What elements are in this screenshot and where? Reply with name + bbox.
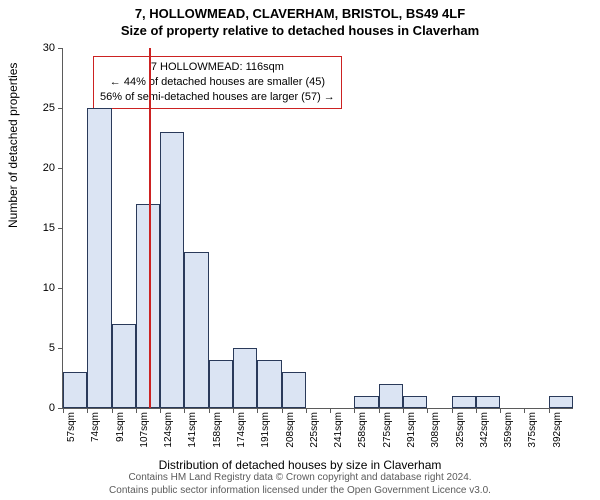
x-tick-label: 191sqm bbox=[260, 412, 271, 448]
y-tick-label: 0 bbox=[49, 402, 55, 414]
x-tick-mark bbox=[257, 408, 258, 413]
histogram-bar bbox=[209, 360, 233, 408]
x-tick-label: 325sqm bbox=[455, 412, 466, 448]
x-tick-mark bbox=[379, 408, 380, 413]
histogram-bar bbox=[63, 372, 87, 408]
plot-area: 7 HOLLOWMEAD: 116sqm ← 44% of detached h… bbox=[62, 48, 573, 409]
y-tick-label: 10 bbox=[43, 282, 55, 294]
y-tick-label: 15 bbox=[43, 222, 55, 234]
x-tick-label: 174sqm bbox=[236, 412, 247, 448]
x-tick-label: 291sqm bbox=[406, 412, 417, 448]
x-tick-mark bbox=[330, 408, 331, 413]
y-tick-mark bbox=[58, 108, 63, 109]
footer-line2: Contains public sector information licen… bbox=[0, 485, 600, 498]
x-tick-label: 375sqm bbox=[527, 412, 538, 448]
histogram-bar bbox=[112, 324, 136, 408]
x-tick-mark bbox=[549, 408, 550, 413]
histogram-bar bbox=[160, 132, 184, 408]
histogram-bar bbox=[87, 108, 111, 408]
x-tick-label: 57sqm bbox=[66, 412, 77, 442]
x-tick-label: 74sqm bbox=[90, 412, 101, 442]
y-tick-label: 20 bbox=[43, 162, 55, 174]
x-tick-label: 392sqm bbox=[552, 412, 563, 448]
x-tick-label: 141sqm bbox=[187, 412, 198, 448]
x-tick-mark bbox=[136, 408, 137, 413]
histogram-bar bbox=[476, 396, 500, 408]
x-tick-mark bbox=[282, 408, 283, 413]
x-tick-mark bbox=[63, 408, 64, 413]
x-tick-mark bbox=[500, 408, 501, 413]
x-tick-mark bbox=[452, 408, 453, 413]
x-tick-label: 342sqm bbox=[479, 412, 490, 448]
chart-title-line1: 7, HOLLOWMEAD, CLAVERHAM, BRISTOL, BS49 … bbox=[0, 0, 600, 21]
callout-line1: 7 HOLLOWMEAD: 116sqm bbox=[100, 60, 335, 75]
footer-text: Contains HM Land Registry data © Crown c… bbox=[0, 472, 600, 497]
x-tick-label: 308sqm bbox=[430, 412, 441, 448]
chart-container: 7, HOLLOWMEAD, CLAVERHAM, BRISTOL, BS49 … bbox=[0, 0, 600, 500]
y-tick-label: 25 bbox=[43, 102, 55, 114]
x-tick-label: 258sqm bbox=[357, 412, 368, 448]
x-tick-label: 241sqm bbox=[333, 412, 344, 448]
x-tick-label: 225sqm bbox=[309, 412, 320, 448]
y-tick-mark bbox=[58, 228, 63, 229]
x-tick-label: 107sqm bbox=[139, 412, 150, 448]
x-tick-mark bbox=[306, 408, 307, 413]
histogram-bar bbox=[257, 360, 281, 408]
y-tick-mark bbox=[58, 288, 63, 289]
y-tick-label: 30 bbox=[43, 42, 55, 54]
x-tick-label: 158sqm bbox=[212, 412, 223, 448]
y-tick-mark bbox=[58, 348, 63, 349]
y-axis-label: Number of detached properties bbox=[6, 63, 20, 228]
x-tick-label: 124sqm bbox=[163, 412, 174, 448]
histogram-bar bbox=[452, 396, 476, 408]
x-tick-mark bbox=[87, 408, 88, 413]
y-tick-mark bbox=[58, 48, 63, 49]
callout-line2: ← 44% of detached houses are smaller (45… bbox=[100, 75, 335, 90]
x-tick-label: 91sqm bbox=[115, 412, 126, 442]
histogram-bar bbox=[233, 348, 257, 408]
x-tick-mark bbox=[403, 408, 404, 413]
x-tick-mark bbox=[112, 408, 113, 413]
y-tick-label: 5 bbox=[49, 342, 55, 354]
x-tick-mark bbox=[354, 408, 355, 413]
x-axis-label: Distribution of detached houses by size … bbox=[0, 458, 600, 472]
histogram-bar bbox=[282, 372, 306, 408]
subject-marker-line bbox=[149, 48, 151, 408]
x-tick-mark bbox=[524, 408, 525, 413]
y-tick-mark bbox=[58, 168, 63, 169]
footer-line1: Contains HM Land Registry data © Crown c… bbox=[0, 472, 600, 485]
x-tick-mark bbox=[184, 408, 185, 413]
histogram-bar bbox=[403, 396, 427, 408]
x-tick-mark bbox=[160, 408, 161, 413]
histogram-bar bbox=[136, 204, 160, 408]
histogram-bar bbox=[549, 396, 573, 408]
x-tick-label: 208sqm bbox=[285, 412, 296, 448]
histogram-bar bbox=[354, 396, 378, 408]
chart-title-line2: Size of property relative to detached ho… bbox=[0, 21, 600, 38]
x-tick-label: 359sqm bbox=[503, 412, 514, 448]
histogram-bar bbox=[379, 384, 403, 408]
callout-line3: 56% of semi-detached houses are larger (… bbox=[100, 90, 335, 105]
x-tick-mark bbox=[476, 408, 477, 413]
histogram-bar bbox=[184, 252, 208, 408]
x-tick-mark bbox=[427, 408, 428, 413]
x-tick-mark bbox=[233, 408, 234, 413]
x-tick-mark bbox=[209, 408, 210, 413]
callout-box: 7 HOLLOWMEAD: 116sqm ← 44% of detached h… bbox=[93, 56, 342, 109]
x-tick-label: 275sqm bbox=[382, 412, 393, 448]
